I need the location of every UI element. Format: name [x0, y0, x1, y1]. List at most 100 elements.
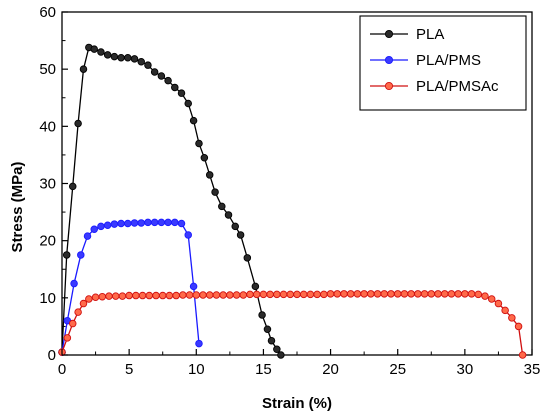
legend-item: PLA/PMSAc [370, 78, 499, 95]
data-point [195, 139, 203, 148]
x-tick-label: 30 [457, 361, 474, 378]
data-point [103, 51, 112, 59]
data-point [277, 351, 285, 359]
data-point [440, 290, 449, 298]
data-point [380, 290, 389, 298]
y-tick-label: 50 [39, 61, 56, 78]
data-point [387, 290, 395, 298]
x-tick-label: 15 [255, 361, 272, 378]
data-point [192, 291, 201, 299]
data-point [218, 202, 226, 211]
data-point [105, 292, 113, 300]
data-point [293, 290, 301, 299]
data-point [195, 339, 203, 348]
data-point [144, 61, 152, 69]
data-point [97, 48, 105, 56]
series-line [61, 293, 524, 356]
data-point [320, 290, 328, 299]
data-point [266, 290, 274, 299]
data-point [263, 325, 272, 334]
data-point [467, 290, 476, 298]
legend: PLA PLA/PMS PLA/PMSAc [359, 15, 527, 111]
x-tick-label: 0 [58, 361, 66, 378]
data-point [199, 291, 207, 299]
x-tick-label: 20 [322, 361, 339, 378]
data-point [125, 291, 133, 300]
data-point [494, 299, 503, 308]
data-point [98, 292, 107, 301]
data-point [118, 292, 127, 300]
data-point [252, 290, 261, 299]
data-point [239, 291, 248, 299]
series-pla-pmsac [58, 290, 527, 359]
data-point [177, 219, 186, 228]
data-point [353, 290, 362, 298]
data-point [434, 290, 442, 298]
data-point [360, 290, 368, 298]
data-point [124, 53, 132, 62]
data-point [70, 279, 78, 288]
data-point [184, 99, 192, 108]
data-point [110, 220, 119, 228]
data-point [232, 291, 241, 299]
data-point [132, 291, 140, 300]
data-point [346, 290, 355, 298]
data-point [273, 345, 281, 354]
data-point [212, 291, 221, 299]
data-point [150, 68, 159, 76]
data-point [400, 290, 409, 298]
data-point [258, 311, 266, 319]
data-point [487, 295, 496, 303]
legend-label: PLA [416, 26, 444, 43]
y-tick-label: 60 [39, 4, 56, 21]
data-point [117, 219, 125, 228]
data-point [172, 291, 180, 300]
y-tick-label: 0 [48, 347, 56, 364]
data-point [251, 282, 260, 291]
data-point [501, 306, 509, 315]
data-point [219, 291, 227, 299]
data-point [407, 290, 415, 298]
series-line [61, 46, 282, 356]
data-point [508, 314, 516, 322]
data-point [243, 254, 252, 262]
data-point [414, 290, 422, 298]
data-point [117, 53, 125, 62]
data-point [313, 290, 321, 299]
data-point [91, 293, 100, 302]
legend-marker [384, 29, 394, 39]
data-point [447, 290, 456, 298]
legend-item: PLA [370, 26, 444, 43]
x-tick-label: 10 [188, 361, 205, 378]
data-point [74, 308, 82, 316]
ticks: 0 5 10 15 20 25 30 35 0 10 20 30 40 50 60 [39, 4, 540, 378]
data-point [205, 291, 214, 299]
data-point [267, 336, 276, 345]
data-point [68, 182, 77, 191]
data-point [306, 290, 315, 299]
data-point [77, 251, 85, 259]
data-point [205, 171, 214, 179]
data-point [420, 290, 429, 298]
data-point [514, 322, 523, 331]
data-point [68, 319, 77, 328]
x-tick-label: 5 [125, 361, 133, 378]
series-pla [58, 43, 285, 359]
data-point [211, 188, 219, 196]
data-point [152, 291, 160, 300]
data-point [231, 222, 239, 231]
y-tick-label: 40 [39, 118, 56, 135]
data-point [79, 65, 88, 73]
legend-label: PLA/PMSAc [416, 78, 499, 95]
legend-marker [384, 81, 394, 91]
data-point [189, 116, 198, 125]
data-point [158, 291, 167, 300]
y-tick-label: 10 [39, 290, 56, 307]
data-point [130, 55, 139, 63]
data-point [179, 291, 187, 299]
legend-item: PLA/PMS [370, 52, 481, 69]
data-point [83, 232, 92, 240]
legend-label: PLA/PMS [416, 52, 481, 69]
data-point [171, 83, 179, 92]
data-point [157, 218, 166, 227]
